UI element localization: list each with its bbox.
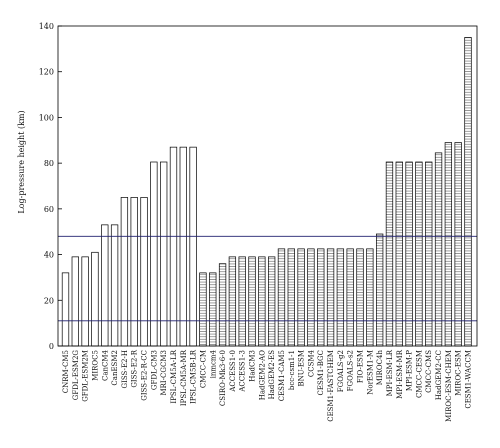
x-category-label: CNRM-CM5	[62, 350, 70, 393]
plot-frame	[57, 25, 478, 347]
x-category-label: CESM1-CAM5	[278, 350, 286, 401]
x-category-label: IPSL-CM5A-MR	[180, 349, 188, 406]
bar-fio-esm	[356, 248, 364, 347]
bar-cesm1-cam5	[277, 248, 286, 347]
bar-cmcc-cesm	[415, 161, 423, 347]
x-category-label: ACCESS1-0	[229, 350, 237, 393]
y-tick-label: 0	[49, 342, 54, 351]
bar-miroc-esm	[454, 142, 462, 347]
y-tick-label: 60	[44, 205, 54, 214]
x-category-label: HadGEM2-AO	[258, 350, 266, 401]
x-category-label: CMCC-CMS	[425, 350, 433, 393]
bar-gfdl-cm3	[150, 161, 158, 347]
bar-ipsl-cm5a-lr	[169, 146, 178, 347]
bar-hadcm3	[248, 256, 256, 347]
bar-gfdl-esm2g	[71, 256, 79, 347]
bar-cancm4	[101, 224, 109, 347]
y-tick-label: 120	[39, 68, 54, 77]
x-category-label: FIO-ESM	[357, 350, 365, 383]
bar-access1-3	[238, 256, 246, 347]
x-category-label: MRI-CGCM3	[160, 350, 168, 396]
bar-miroc5	[91, 251, 99, 347]
x-category-label: GFDL-ESM2G	[72, 350, 80, 401]
bar-bcc-csm1-1	[287, 248, 295, 347]
y-tick-label: 40	[44, 251, 54, 260]
x-category-label: GISS-E2-R	[131, 349, 139, 387]
bar-mpi-esm-p	[405, 161, 413, 347]
x-category-label: CESM1-BGC	[317, 350, 325, 395]
bar-mpi-esm-lr	[385, 161, 394, 347]
bar-csiro-mk3-6-0	[218, 263, 227, 347]
x-category-label: ACCESS1-3	[239, 350, 247, 393]
x-category-label: HadGEM2-CC	[435, 350, 443, 400]
y-axis: 0 20 40 60 80 100 120 140	[39, 22, 62, 351]
y-tick-label: 80	[44, 159, 54, 168]
bar-bnu-esm	[297, 248, 305, 347]
bar-gfdl-esm2m	[81, 256, 89, 347]
bar-fgoals-s2	[346, 248, 354, 347]
x-category-label: HadCM3	[249, 350, 257, 382]
x-category-label: bcc-csm1-1	[288, 350, 296, 390]
bar-cesm1-waccm	[464, 37, 472, 347]
x-category-label: MPI-ESM-P	[406, 350, 414, 391]
bar-hadgem2-ao	[258, 256, 266, 347]
bar-giss-e2-h	[120, 197, 129, 347]
x-category-label: CESM1-FASTCHEM	[327, 350, 335, 422]
bar-fgoals-g2	[336, 248, 345, 347]
x-category-label: CESM1-WACCM	[465, 350, 473, 409]
y-tick-label: 20	[44, 296, 54, 305]
x-category-label: MPI-ESM-MR	[396, 349, 404, 399]
x-category-label: CanESM2	[111, 350, 119, 386]
bar-cmcc-cms	[425, 161, 433, 347]
x-category-label: CSIRO-Mk3-6-0	[219, 350, 227, 406]
x-category-label: GFDL-CM3	[150, 350, 158, 390]
bar-miroc4h	[375, 233, 384, 347]
x-axis-labels: CNRM-CM5 GFDL-ESM2G GFDL-ESM2M MIROC5 CanCM4…	[62, 349, 473, 422]
x-category-label: MIROC4h	[376, 350, 384, 386]
bar-mri-cgcm3	[160, 161, 168, 347]
bars-layer	[61, 37, 472, 347]
x-category-label: MIROC-ESM	[455, 350, 463, 396]
reference-lines-layer	[58, 235, 477, 322]
x-category-label: MIROC-ESM-CHEM	[445, 350, 453, 422]
x-category-label: IPSL-CM5B-LR	[190, 349, 198, 404]
bar-ipsl-cm5a-mr	[179, 146, 187, 347]
bar-canesm2	[110, 224, 119, 347]
bar-cesm1-fastchem	[326, 248, 335, 347]
x-category-label: NorESM1-M	[366, 350, 374, 395]
bar-inmcm4	[209, 272, 217, 347]
bar-mpi-esm-mr	[395, 161, 403, 347]
bar-giss-e2-r-cc	[140, 197, 148, 347]
x-category-label: CMCC-CESM	[415, 350, 423, 398]
y-tick-label: 140	[39, 22, 54, 31]
bar-ipsl-cm5b-lr	[189, 146, 197, 347]
x-category-label: inmcm4	[209, 349, 217, 378]
x-category-label: HadGEM2-ES	[268, 350, 276, 400]
x-category-label: CCSM4	[307, 349, 315, 377]
y-axis-label: Log-pressure height (km)	[17, 110, 26, 213]
x-category-label: MIROC5	[91, 350, 99, 381]
x-category-label: FGOALS-s2	[347, 350, 355, 391]
x-category-label: CMCC-CM	[199, 350, 207, 388]
x-category-label: GISS-E2-H	[121, 350, 129, 388]
x-category-label: GISS-E2-R-CC	[141, 350, 149, 401]
bar-giss-e2-r	[130, 197, 138, 347]
bar-cesm1-bgc	[317, 248, 325, 347]
x-category-label: CanCM4	[101, 349, 109, 381]
bar-miroc-esm-chem	[444, 142, 453, 347]
bar-cmcc-cm	[199, 272, 207, 347]
bar-hadgem2-es	[268, 256, 276, 347]
x-category-label: MPI-ESM-LR	[386, 349, 394, 396]
bar-access1-0	[228, 256, 237, 347]
bar-hadgem2-cc	[434, 152, 443, 347]
x-category-label: IPSL-CM5A-LR	[170, 349, 178, 403]
bar-noresm1-m	[366, 248, 374, 347]
y-tick-label: 100	[39, 113, 54, 122]
bar-cnrm-cm5	[61, 272, 70, 347]
x-category-label: FGOALS-g2	[337, 350, 345, 392]
bar-ccsm4	[307, 248, 315, 347]
x-category-label: BNU-ESM	[298, 350, 306, 386]
x-category-label: GFDL-ESM2M	[82, 350, 90, 402]
